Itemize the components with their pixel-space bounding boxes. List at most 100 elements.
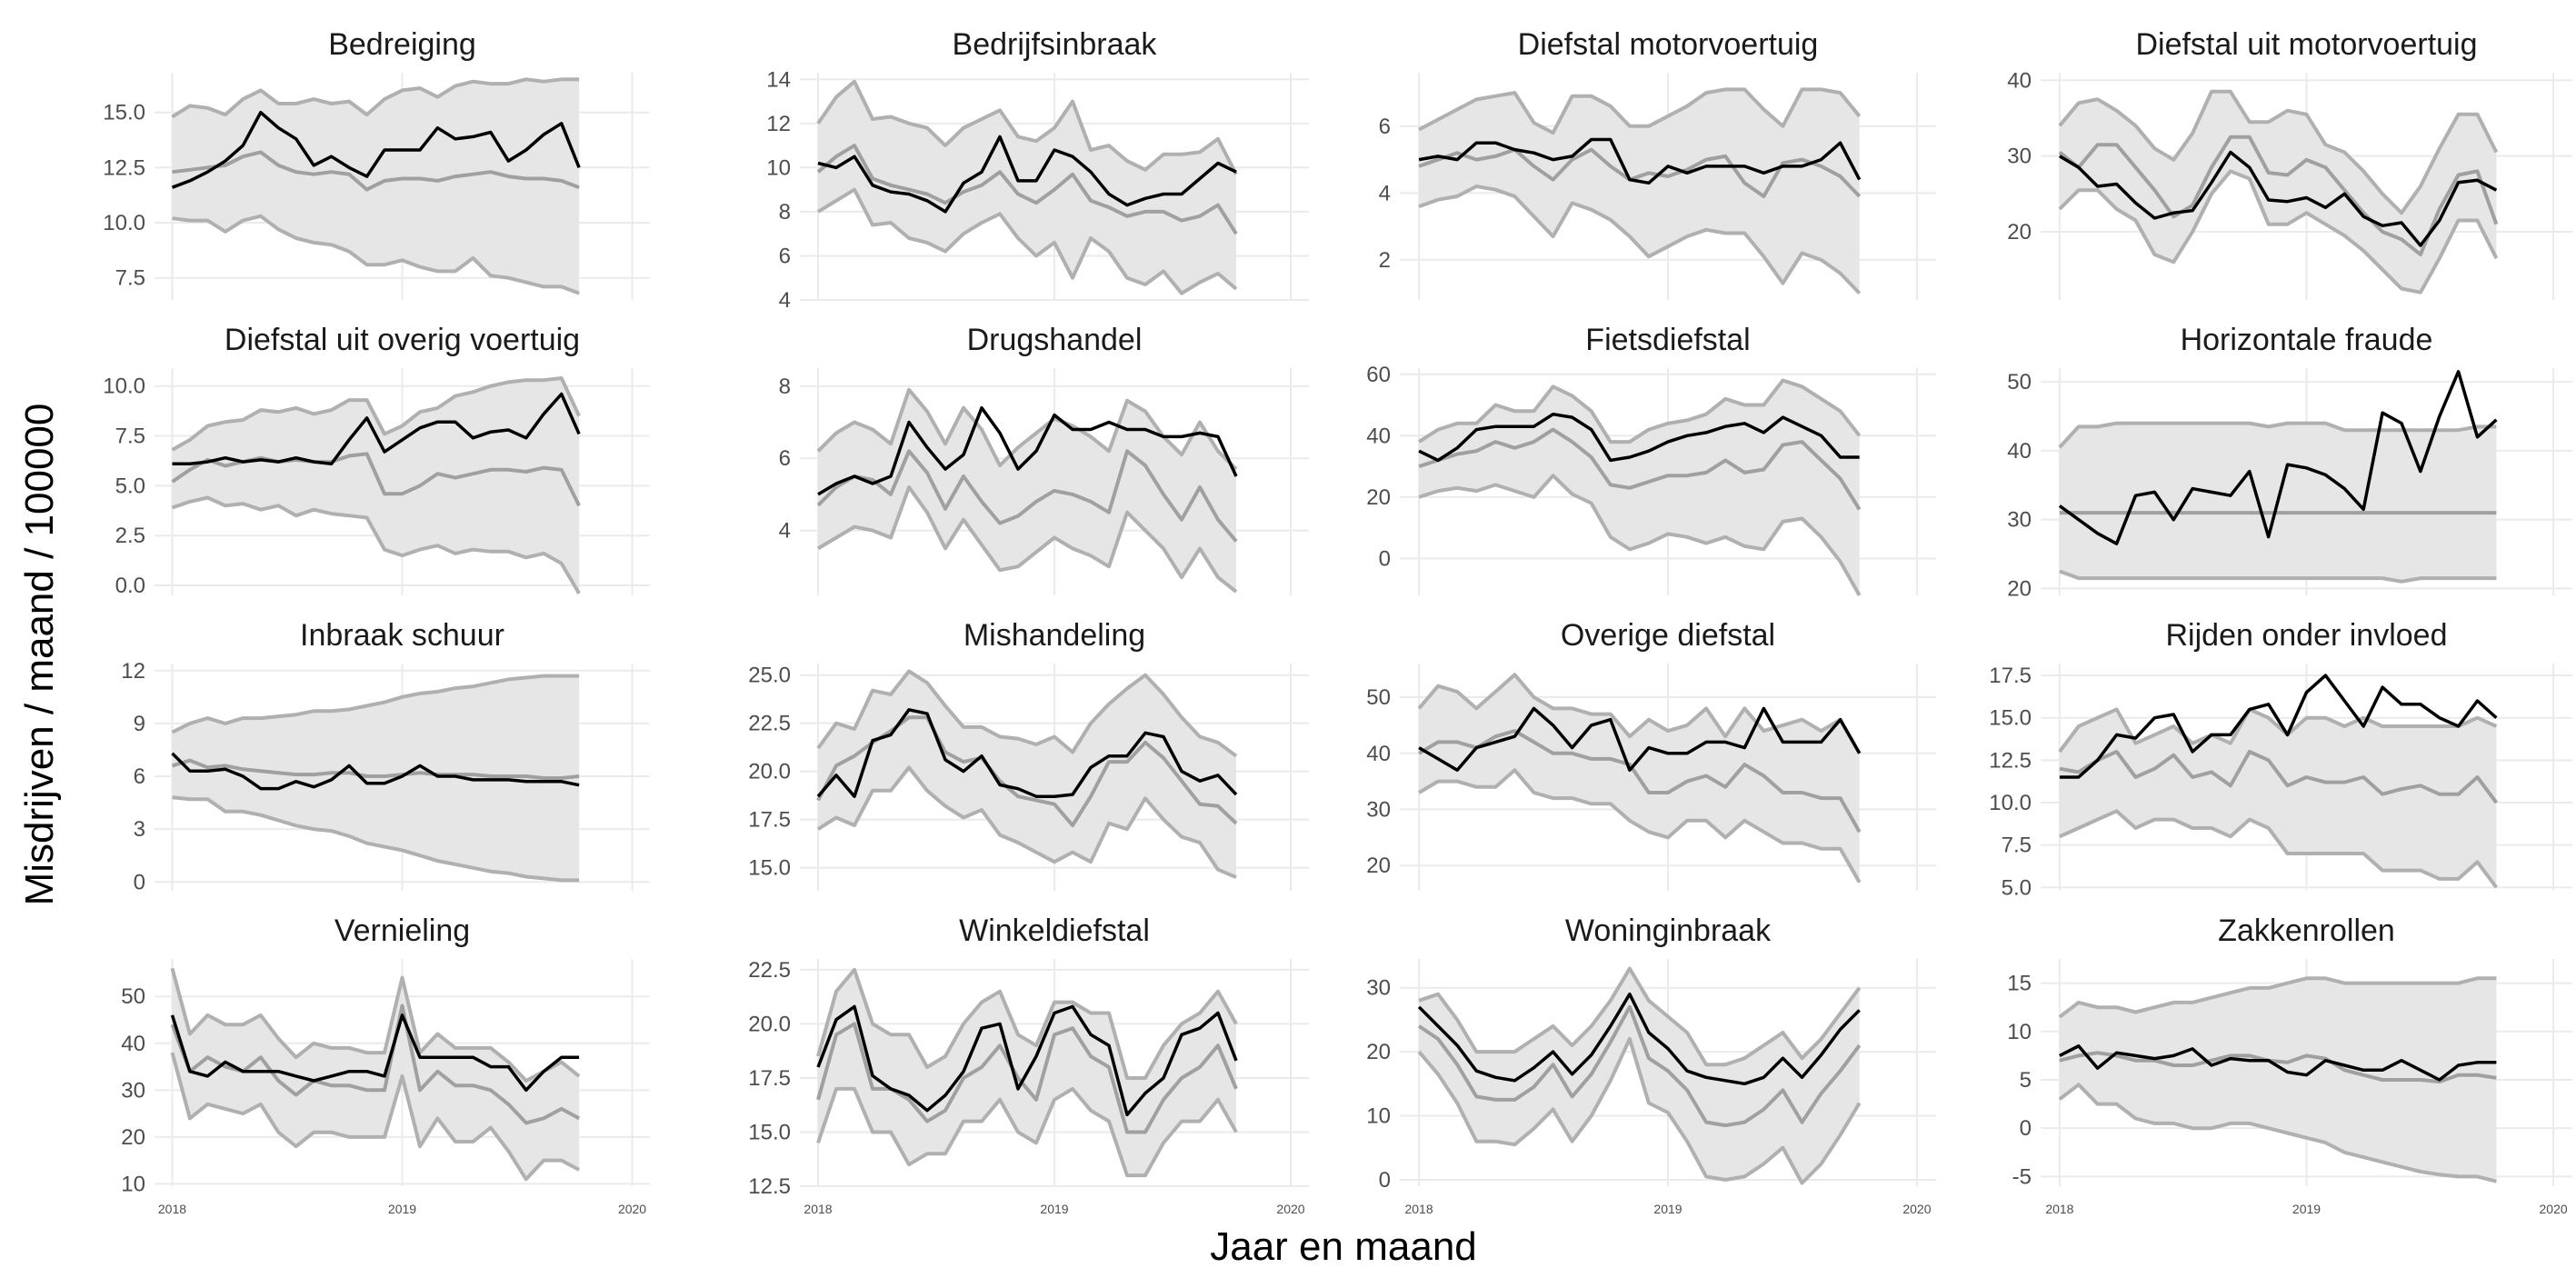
confidence-band <box>2059 978 2497 1182</box>
lower-bound-line <box>816 1086 1238 1178</box>
confidence-band <box>818 671 1236 878</box>
lower-bound-line <box>816 765 1237 880</box>
y-tick-label: 60 <box>1366 363 1391 387</box>
y-tick-label: 20 <box>1366 1040 1391 1064</box>
upper-bound-line <box>2058 976 2497 1019</box>
y-tick-label: 10 <box>766 155 791 180</box>
y-tick-label: 7.5 <box>115 424 145 449</box>
panel-title: Horizontale fraude <box>2181 323 2433 357</box>
confidence-band <box>1419 89 1860 294</box>
y-tick-label: 20 <box>2007 220 2032 245</box>
panel-diefstal-motorvoertuig: 2 4 6 Diefstal motorvoertuig <box>1379 27 1936 300</box>
y-tick-label: 15 <box>2007 972 2032 996</box>
expected-line <box>2059 1051 2497 1084</box>
x-axis-title: Jaar en maand <box>1210 1224 1477 1269</box>
expected-line <box>816 1022 1238 1134</box>
expected-line <box>1418 427 1862 511</box>
y-tick-label: 10.0 <box>103 211 145 235</box>
y-tick-label: 22.5 <box>748 958 791 983</box>
y-tick-label: 4 <box>1379 181 1391 205</box>
actual-line <box>1417 992 1861 1086</box>
x-tick-label: 2019 <box>2292 1202 2321 1216</box>
actual-line <box>817 405 1238 496</box>
expected-line <box>816 449 1238 543</box>
facet-panels: 7.5 10.0 12.5 15.0 Bedreiging 4 6 8 10 12 14 Bedrij… <box>103 27 2572 1216</box>
y-tick-label: 10 <box>2007 1020 2032 1044</box>
y-tick-label: 8 <box>779 200 791 225</box>
lower-bound-line <box>172 795 580 883</box>
x-tick-label: 2019 <box>1040 1202 1068 1216</box>
y-tick-label: 5.0 <box>2002 875 2032 900</box>
panel-zakkenrollen: -5 0 5 10 15 2018 2019 2020 Zakkenrollen <box>2007 914 2572 1216</box>
y-tick-label: 7.5 <box>2002 834 2032 858</box>
lower-bound-line <box>1418 474 1862 596</box>
y-tick-label: 4 <box>779 519 791 544</box>
confidence-band <box>172 378 580 594</box>
actual-line <box>2059 1043 2497 1082</box>
y-tick-label: 10.0 <box>103 374 145 399</box>
x-tick-label: 2018 <box>804 1202 832 1216</box>
panel-title: Woninginbraak <box>1565 914 1772 948</box>
y-tick-label: 0 <box>1379 1168 1391 1193</box>
panel-winkeldiefstal: 12.5 15.0 17.5 20.0 22.5 2018 2019 2020 Winkeldi… <box>748 914 1309 1216</box>
panel-mishandeling: 15.0 17.5 20.0 22.5 25.0 Mishandeling <box>748 618 1309 891</box>
panel-title: Inbraak schuur <box>300 618 504 653</box>
y-tick-label: 17.5 <box>748 1066 791 1091</box>
expected-line <box>1418 147 1862 198</box>
y-tick-label: 40 <box>1366 424 1391 448</box>
y-tick-label: 50 <box>2007 370 2032 394</box>
expected-line <box>1417 1004 1862 1128</box>
upper-bound-line <box>816 387 1238 471</box>
panel-title: Rijden onder invloed <box>2166 618 2448 653</box>
lower-bound-line <box>1417 1037 1862 1185</box>
y-tick-label: 30 <box>1366 797 1391 822</box>
actual-line <box>816 1004 1238 1117</box>
lower-bound-line <box>2059 569 2497 584</box>
lower-bound-line <box>170 1052 581 1182</box>
lower-bound-line <box>2058 1083 2497 1183</box>
y-tick-label: 30 <box>2007 508 2032 533</box>
actual-line <box>170 1013 580 1093</box>
lower-bound-line <box>1418 185 1862 295</box>
actual-line <box>172 392 581 466</box>
y-tick-label: 0 <box>134 870 145 894</box>
y-tick-label: 6 <box>779 446 791 471</box>
upper-bound-line <box>171 77 580 119</box>
confidence-band <box>1419 380 1860 595</box>
y-tick-label: 17.5 <box>1989 664 2032 688</box>
y-tick-label: 20.0 <box>748 1012 791 1036</box>
y-tick-label: 12.5 <box>1989 748 2032 773</box>
panel-drugshandel: 4 6 8 Drugshandel <box>779 323 1309 595</box>
y-tick-label: 40 <box>1366 742 1391 766</box>
y-tick-label: 25.0 <box>748 664 791 688</box>
y-tick-label: 20 <box>2007 576 2032 601</box>
y-tick-label: 17.5 <box>748 808 791 833</box>
y-tick-label: 14 <box>766 67 791 92</box>
expected-line <box>816 144 1238 235</box>
expected-line <box>172 150 580 192</box>
lower-bound-line <box>2059 809 2499 889</box>
y-tick-label: 40 <box>2007 68 2032 93</box>
y-tick-label: 12.5 <box>748 1174 791 1199</box>
y-tick-label: 20 <box>1366 485 1391 510</box>
upper-bound-line <box>171 376 581 452</box>
panel-title: Bedreiging <box>328 27 476 62</box>
upper-bound-line <box>2058 89 2499 215</box>
lower-bound-line <box>1418 768 1862 884</box>
actual-line <box>171 752 580 791</box>
x-tick-label: 2020 <box>2540 1202 2568 1216</box>
upper-bound-line <box>170 967 581 1083</box>
panel-title: Overige diefstal <box>1561 618 1775 653</box>
y-tick-label: 6 <box>779 244 791 268</box>
y-tick-label: 6 <box>134 764 145 789</box>
y-tick-label: 12 <box>121 659 145 684</box>
y-tick-label: 15.0 <box>1989 706 2032 731</box>
panel-overige-diefstal: 20 30 40 50 Overige diefstal <box>1366 618 1936 891</box>
panel-title: Winkeldiefstal <box>959 914 1150 948</box>
panel-bedrijfsinbraak: 4 6 8 10 12 14 Bedrijfsinbraak <box>766 27 1309 313</box>
actual-line <box>1418 137 1862 185</box>
confidence-band <box>2059 91 2497 293</box>
panel-horizontale-fraude: 20 30 40 50 Horizontale fraude <box>2007 323 2572 601</box>
actual-line <box>817 135 1237 214</box>
panel-title: Vernieling <box>334 914 470 948</box>
